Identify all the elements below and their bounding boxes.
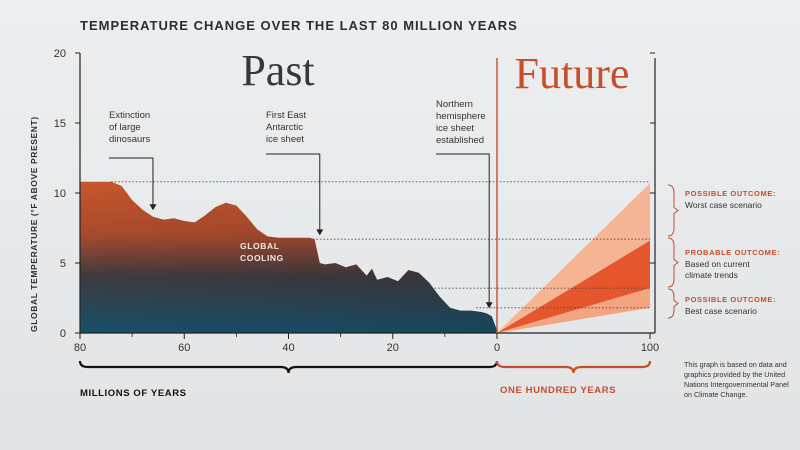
outcome-description: Best case scenario — [685, 306, 757, 316]
y-tick-label: 20 — [54, 48, 66, 60]
outcome-bracket — [667, 184, 679, 237]
y-tick-label: 10 — [54, 188, 66, 200]
annotation-text: hemisphere — [436, 111, 486, 122]
x-tick-label: 20 — [387, 342, 399, 354]
past-x-label: MILLIONS OF YEARS — [80, 388, 187, 399]
fill-layer — [80, 181, 650, 333]
annotation-text: Northern — [436, 99, 473, 110]
outcome-bracket — [667, 288, 679, 319]
text-layer: 0 5 10 15 20 80 60 40 20 0 100 GLOBAL TEMPERATURE (… — [29, 18, 789, 399]
annotation-text: established — [436, 135, 484, 146]
footnote-line: on Climate Change. — [684, 390, 748, 399]
global-cooling-label: COOLING — [240, 253, 284, 263]
annotation-text: First East — [266, 110, 306, 121]
outcome-bracket — [667, 237, 679, 288]
y-tick-label: 5 — [60, 258, 66, 270]
annotation-text: Extinction — [109, 110, 150, 121]
outcome-description: Based on current — [685, 259, 750, 269]
annotation-leader — [109, 157, 154, 206]
annotation-leader — [436, 153, 490, 304]
future-fan-2 — [497, 288, 650, 333]
annotation-text: ice sheet — [436, 123, 474, 134]
annotation-text: Antarctic — [266, 122, 303, 133]
footnote-line: graphics provided by the United — [684, 370, 785, 379]
y-axis-label: GLOBAL TEMPERATURE (°F ABOVE PRESENT) — [29, 116, 39, 332]
x-tick-label: 80 — [74, 342, 86, 354]
y-tick-label: 0 — [60, 328, 66, 340]
future-fan-0 — [497, 183, 650, 333]
outcome-label: POSSIBLE OUTCOME: — [685, 189, 776, 198]
lines-layer — [75, 52, 679, 374]
y-tick-label: 15 — [54, 118, 66, 130]
annotation-text: of large — [109, 122, 141, 133]
future-x-label: ONE HUNDRED YEARS — [500, 385, 616, 396]
annotation-leader — [266, 153, 321, 231]
annotation-arrowhead — [485, 302, 493, 309]
past-area-shade — [80, 181, 497, 333]
outcome-description: Worst case scenario — [685, 200, 762, 210]
x-tick-label: 40 — [282, 342, 294, 354]
x-tick-label: 100 — [641, 342, 659, 354]
footnote-line: Nations Intergovernmental Panel — [684, 380, 789, 389]
past-label: Past — [241, 46, 314, 95]
outcome-label: PROBABLE OUTCOME: — [685, 248, 780, 257]
annotation-text: dinosaurs — [109, 134, 150, 145]
annotation-arrowhead — [316, 229, 324, 236]
future-brace — [495, 360, 652, 374]
x-tick-label: 60 — [178, 342, 190, 354]
global-cooling-label: GLOBAL — [240, 241, 279, 251]
annotation-arrowhead — [149, 204, 157, 211]
x-tick-label: 0 — [494, 342, 500, 354]
annotation-text: ice sheet — [266, 134, 304, 145]
footnote-line: This graph is based on data and — [684, 360, 787, 369]
chart-title: TEMPERATURE CHANGE OVER THE LAST 80 MILL… — [80, 18, 518, 33]
outcome-label: POSSIBLE OUTCOME: — [685, 295, 776, 304]
future-fan-1 — [497, 240, 650, 333]
future-label: Future — [515, 49, 630, 98]
outcome-description: climate trends — [685, 270, 738, 280]
past-brace — [78, 360, 499, 374]
